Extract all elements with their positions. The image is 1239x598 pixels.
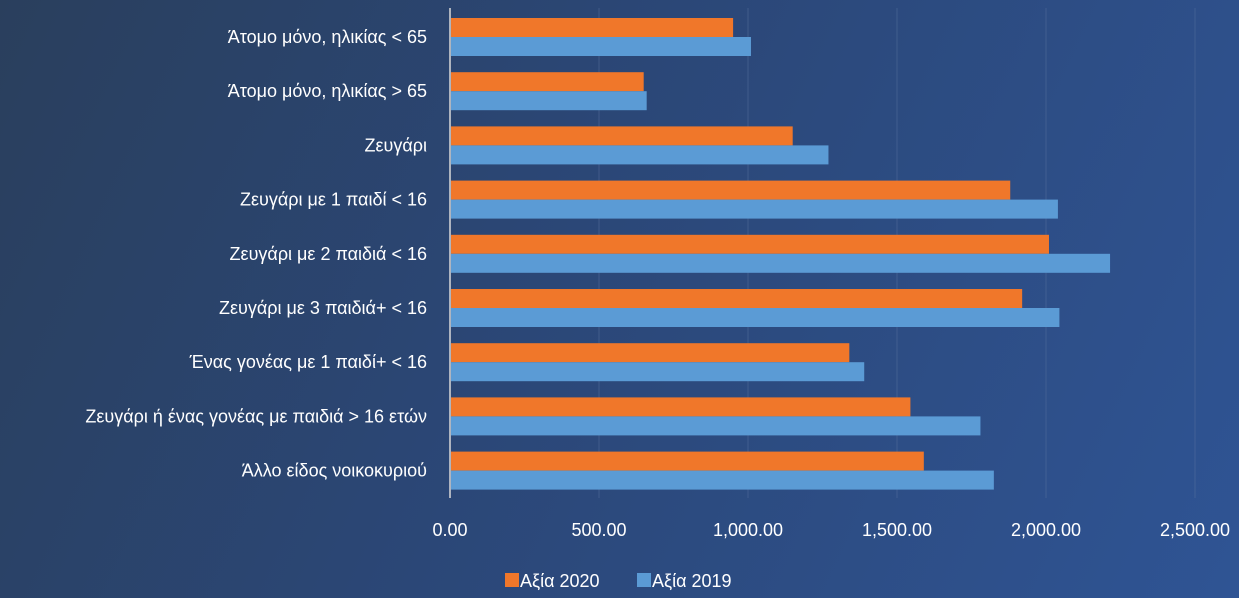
x-tick-label: 2,000.00 bbox=[1011, 520, 1081, 540]
bar-series-2 bbox=[451, 470, 994, 490]
bar-series-2 bbox=[451, 37, 751, 56]
bar-series-1 bbox=[451, 126, 793, 146]
category-label: Άτομο μόνο, ηλικίας > 65 bbox=[228, 81, 427, 101]
x-tick-labels: 0.00 500.00 1,000.00 1,500.00 2,000.00 2,500.… bbox=[432, 520, 1230, 540]
bar-series-2 bbox=[451, 253, 1111, 273]
x-tick-label: 500.00 bbox=[571, 520, 626, 540]
category-label: Άλλο είδος νοικοκυριού bbox=[242, 461, 427, 481]
x-tick-label: 2,500.00 bbox=[1160, 520, 1230, 540]
legend-swatch bbox=[505, 573, 519, 587]
bars bbox=[451, 18, 1111, 490]
bar-series-1 bbox=[451, 180, 1011, 200]
bar-series-2 bbox=[451, 416, 981, 436]
bar-series-2 bbox=[451, 145, 829, 165]
x-tick-label: 1,000.00 bbox=[713, 520, 783, 540]
bar-series-2 bbox=[451, 362, 865, 382]
bar-series-1 bbox=[451, 451, 924, 471]
category-label: Ζευγάρι με 3 παιδιά+ < 16 bbox=[219, 298, 427, 318]
x-tick-label: 1,500.00 bbox=[862, 520, 932, 540]
legend-label: Αξία 2020 bbox=[520, 571, 600, 591]
category-label: Ζευγάρι με 2 παιδιά < 16 bbox=[230, 244, 427, 264]
bar-series-1 bbox=[451, 18, 734, 37]
bar-series-1 bbox=[451, 397, 911, 417]
category-label: Ένας γονέας με 1 παιδί+ < 16 bbox=[189, 352, 427, 372]
bar-series-1 bbox=[451, 234, 1049, 254]
category-label: Ζευγάρι με 1 παιδί < 16 bbox=[240, 190, 427, 210]
x-tick-label: 0.00 bbox=[432, 520, 467, 540]
bar-series-2 bbox=[451, 91, 647, 111]
legend: Αξία 2020 Αξία 2019 bbox=[505, 571, 732, 591]
category-label: Ζευγάρι bbox=[364, 135, 427, 155]
legend-label: Αξία 2019 bbox=[652, 571, 732, 591]
bar-series-1 bbox=[451, 343, 850, 363]
bar-series-2 bbox=[451, 308, 1060, 327]
category-labels: Άτομο μόνο, ηλικίας < 65 Άτομο μόνο, ηλικ… bbox=[85, 27, 427, 481]
legend-swatch bbox=[637, 573, 651, 587]
bar-series-1 bbox=[451, 72, 644, 92]
bar-series-1 bbox=[451, 289, 1023, 308]
category-label: Ζευγάρι ή ένας γονέας με παιδιά > 16 ετώ… bbox=[85, 406, 427, 426]
category-label: Άτομο μόνο, ηλικίας < 65 bbox=[228, 27, 427, 47]
bar-series-2 bbox=[451, 199, 1058, 219]
